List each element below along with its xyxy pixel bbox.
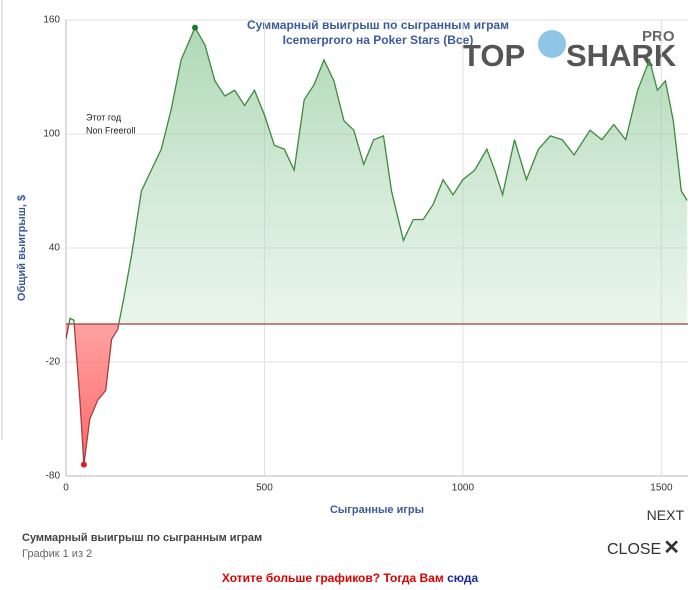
logo: TOP SHARK PRO [462,28,677,73]
y-tick-label: 100 [43,129,60,140]
annotation: Non Freeroll [86,125,136,135]
close-icon[interactable]: ✕ [663,537,680,559]
next-button[interactable]: NEXT [646,507,684,523]
x-tick-label: 0 [63,483,69,494]
footer-title: Суммарный выигрыш по сыгранным играм [22,532,263,544]
x-tick-label: 500 [256,483,273,494]
close-label[interactable]: CLOSE [606,541,662,558]
y-axis-label: Общий выигрыш, $ [16,195,28,301]
logo-text: SHARK [566,38,677,73]
max-point [192,24,199,31]
chart-title: Суммарный выигрыш по сыгранным играм [247,18,509,32]
chart-subtitle: Icemerproro на Poker Stars (Все) [283,33,474,47]
line [68,26,688,324]
annotation: Этот год [86,112,122,122]
y-tick-label: 160 [43,15,60,26]
y-tick-label: -20 [46,357,61,368]
x-tick-label: 1000 [452,483,475,494]
y-tick-label: 40 [49,243,61,254]
y-tick-label: -80 [46,471,61,482]
footer-counter: График 1 из 2 [22,548,93,560]
chart: Суммарный выигрыш по сыгранным играм Ice… [1,0,688,516]
x-axis-label: Сыгранные игры [330,504,424,516]
logo-text: TOP [462,38,525,73]
x-tick-label: 1500 [650,483,673,494]
logo-icon [538,30,566,58]
close-button[interactable]: CLOSE ✕ [607,535,680,560]
min-point [80,461,87,468]
promo-link[interactable]: сюда [447,571,479,585]
area-positive [66,27,688,324]
promo-text: Хотите больше графиков? Тогда Вам [221,571,444,585]
promo: Хотите больше графиков? Тогда Вам сюда [0,571,700,585]
logo-badge: PRO [642,28,675,45]
